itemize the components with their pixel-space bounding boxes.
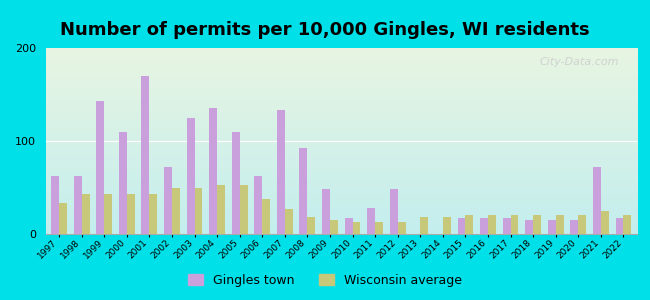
Bar (217, 185, 225, 234)
Bar (172, 188, 180, 234)
Bar (398, 222, 406, 234)
Bar (240, 185, 248, 234)
Bar (104, 194, 112, 234)
Bar (300, 148, 307, 234)
Bar (443, 217, 450, 234)
Bar (187, 118, 194, 234)
Bar (164, 167, 172, 234)
Bar (142, 76, 150, 234)
Bar (82, 194, 90, 234)
Bar (344, 218, 352, 234)
Bar (119, 132, 127, 234)
Bar (593, 167, 601, 234)
Bar (488, 215, 496, 234)
Bar (548, 220, 556, 234)
Bar (209, 108, 217, 234)
Bar (502, 218, 510, 234)
Bar (525, 220, 533, 234)
Text: Number of permits per 10,000 Gingles, WI residents: Number of permits per 10,000 Gingles, WI… (60, 21, 590, 39)
Bar (96, 101, 104, 234)
Bar (458, 218, 465, 234)
Bar (352, 222, 361, 234)
Bar (375, 222, 383, 234)
Bar (51, 176, 59, 234)
Bar (232, 132, 240, 234)
Bar (533, 215, 541, 234)
Bar (556, 215, 564, 234)
Bar (194, 188, 202, 234)
Legend: Gingles town, Wisconsin average: Gingles town, Wisconsin average (184, 270, 466, 291)
Bar (601, 211, 609, 234)
Bar (330, 220, 338, 234)
Bar (578, 215, 586, 234)
Bar (616, 218, 623, 234)
Bar (390, 189, 398, 234)
Bar (277, 110, 285, 234)
Bar (59, 203, 67, 234)
Bar (571, 220, 578, 234)
Bar (254, 176, 262, 234)
Bar (307, 217, 315, 234)
Bar (322, 189, 330, 234)
Text: City-Data.com: City-Data.com (540, 57, 619, 67)
Bar (480, 218, 488, 234)
Bar (127, 194, 135, 234)
Bar (285, 209, 292, 234)
Bar (510, 215, 519, 234)
Bar (367, 208, 375, 234)
Bar (262, 199, 270, 234)
Bar (150, 194, 157, 234)
Bar (623, 215, 631, 234)
Bar (421, 217, 428, 234)
Bar (465, 215, 473, 234)
Bar (73, 176, 82, 234)
